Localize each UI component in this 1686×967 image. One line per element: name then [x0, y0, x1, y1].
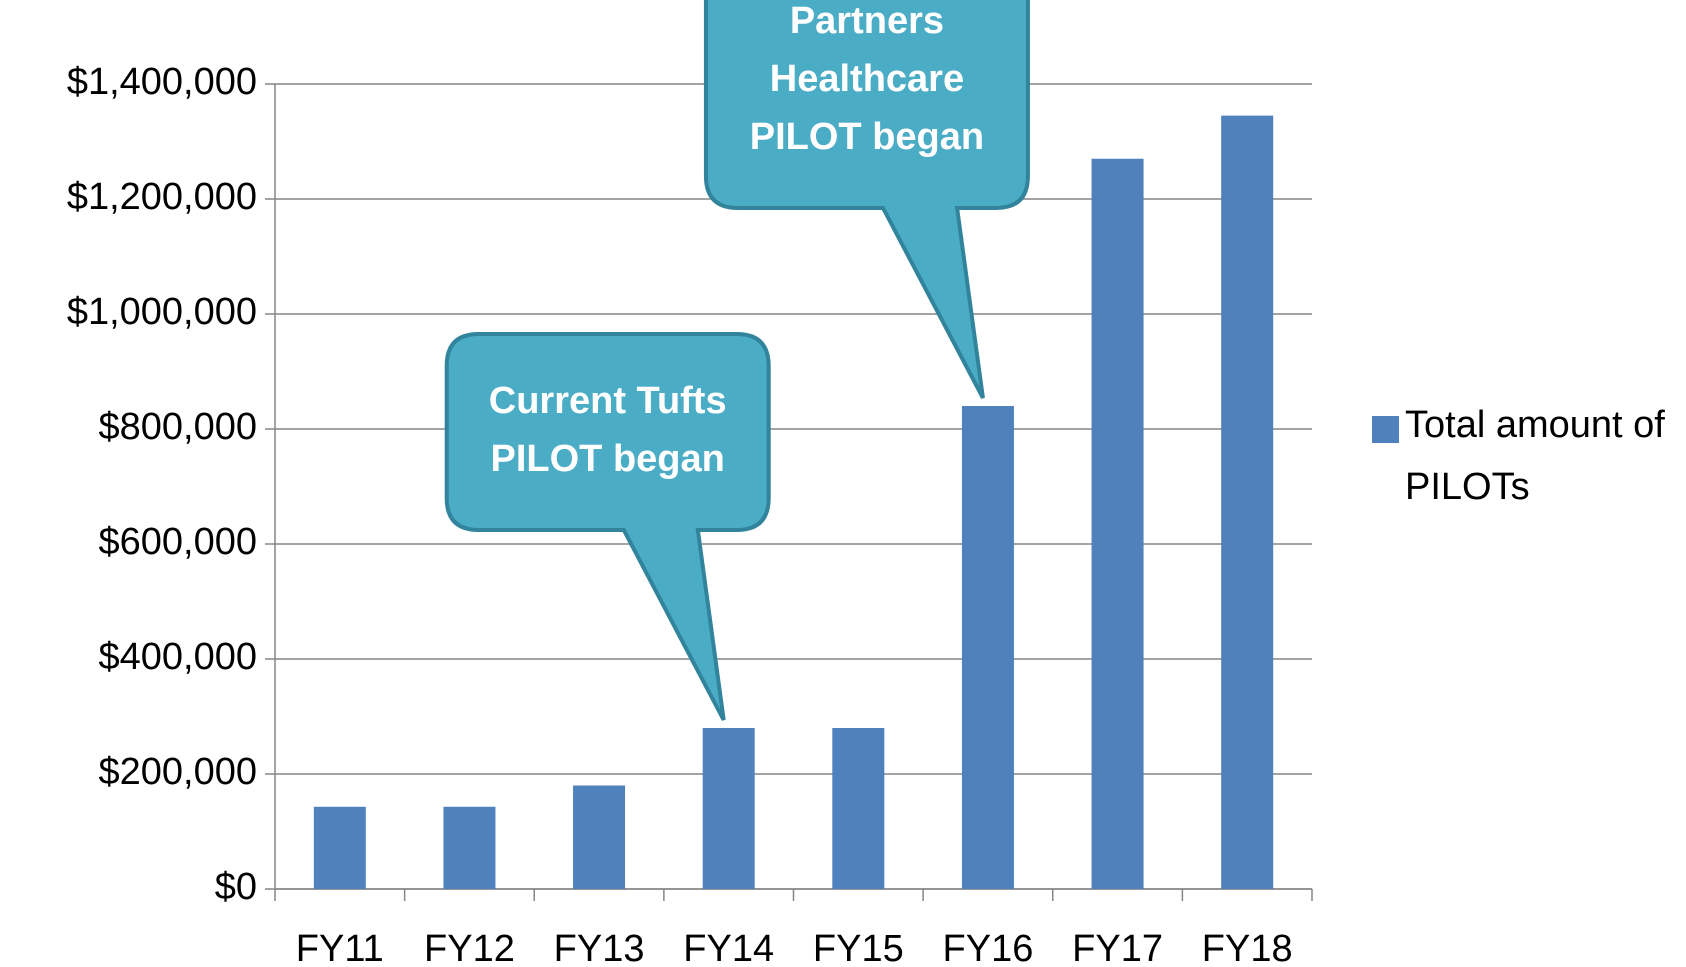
callout-text: Healthcare: [770, 58, 964, 100]
bar: [702, 728, 755, 889]
y-tick-label: $0: [215, 866, 257, 908]
y-tick-label: $1,400,000: [67, 61, 257, 103]
bar: [443, 806, 496, 889]
y-tick-label: $600,000: [99, 521, 258, 563]
callout-text: Current Tufts: [489, 380, 727, 422]
bar: [313, 806, 366, 889]
x-tick-label: FY11: [296, 928, 384, 967]
callout-text: Partners: [790, 0, 944, 42]
x-tick-label: FY13: [554, 928, 645, 967]
x-tick-label: FY14: [683, 928, 774, 967]
y-tick-label: $400,000: [99, 636, 258, 678]
bar: [573, 785, 626, 889]
y-tick-label: $200,000: [99, 751, 258, 793]
bar: [961, 406, 1014, 889]
x-tick-label: FY15: [813, 928, 904, 967]
x-tick-label: FY12: [424, 928, 515, 967]
y-tick-label: $800,000: [99, 406, 258, 448]
x-tick-label: FY16: [943, 928, 1034, 967]
callout-text: PILOT began: [491, 438, 725, 480]
legend-entry: Total amount of PILOTs: [1405, 404, 1665, 508]
callout: [703, 0, 1030, 399]
bar: [1091, 158, 1144, 889]
x-tick-label: FY17: [1072, 928, 1163, 967]
callout-text: PILOT began: [750, 116, 984, 158]
bar: [1221, 115, 1274, 889]
bar: [832, 728, 885, 889]
y-tick-label: $1,200,000: [67, 176, 257, 218]
legend-swatch: [1372, 416, 1399, 443]
callout: [444, 332, 771, 721]
x-tick-label: FY18: [1202, 928, 1293, 967]
y-tick-label: $1,000,000: [67, 291, 257, 333]
legend-label: Total amount of PILOTs: [1405, 404, 1665, 508]
